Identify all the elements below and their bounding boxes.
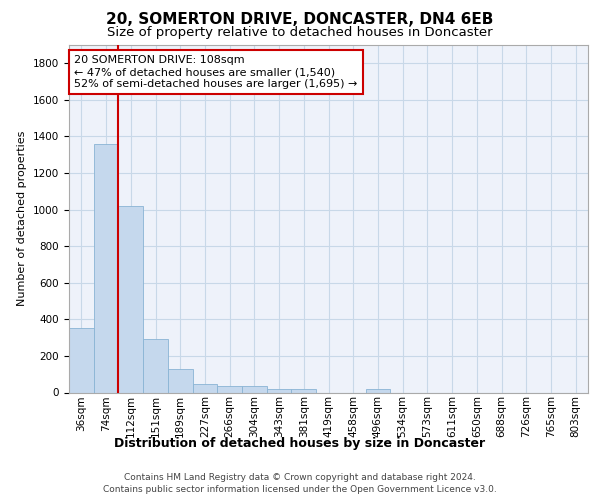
- Bar: [143, 340, 168, 392]
- Text: Contains HM Land Registry data © Crown copyright and database right 2024.: Contains HM Land Registry data © Crown c…: [124, 472, 476, 482]
- Bar: [118, 206, 143, 392]
- Text: 20 SOMERTON DRIVE: 108sqm
← 47% of detached houses are smaller (1,540)
52% of se: 20 SOMERTON DRIVE: 108sqm ← 47% of detac…: [74, 56, 358, 88]
- Y-axis label: Number of detached properties: Number of detached properties: [17, 131, 28, 306]
- Bar: [168, 368, 193, 392]
- Bar: [193, 384, 217, 392]
- Bar: [267, 389, 292, 392]
- Bar: [217, 386, 242, 392]
- Bar: [365, 389, 390, 392]
- Bar: [69, 328, 94, 392]
- Bar: [94, 144, 118, 392]
- Text: 20, SOMERTON DRIVE, DONCASTER, DN4 6EB: 20, SOMERTON DRIVE, DONCASTER, DN4 6EB: [106, 12, 494, 28]
- Text: Distribution of detached houses by size in Doncaster: Distribution of detached houses by size …: [115, 438, 485, 450]
- Text: Size of property relative to detached houses in Doncaster: Size of property relative to detached ho…: [107, 26, 493, 39]
- Bar: [292, 389, 316, 392]
- Text: Contains public sector information licensed under the Open Government Licence v3: Contains public sector information licen…: [103, 485, 497, 494]
- Bar: [242, 386, 267, 392]
